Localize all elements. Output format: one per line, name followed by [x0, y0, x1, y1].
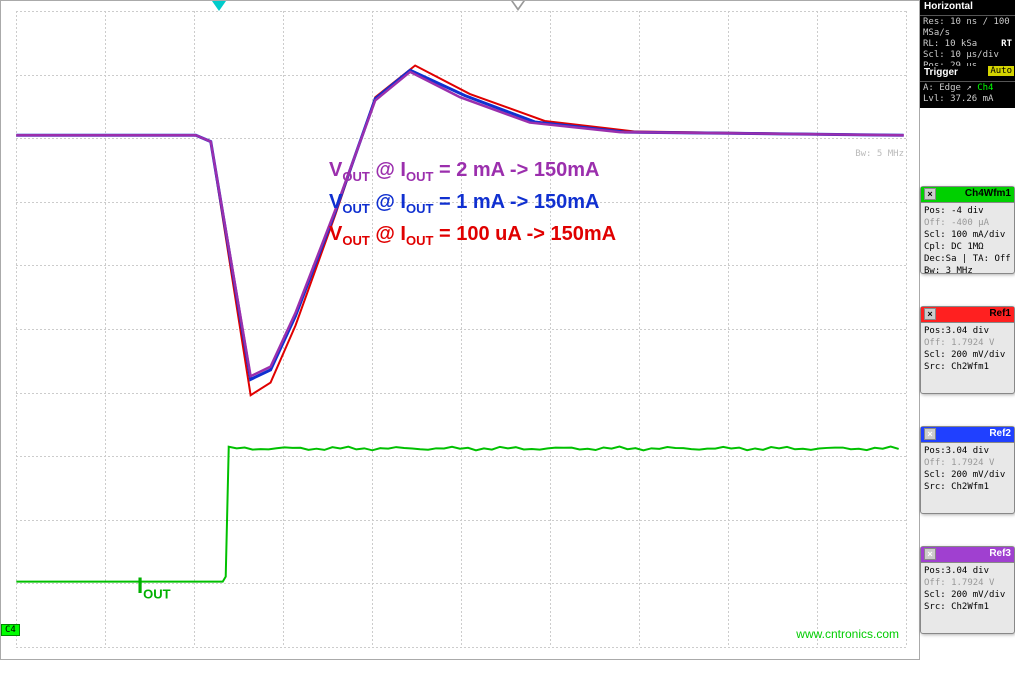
wfm-info-line: Off: 1.7924 V [924, 337, 1011, 349]
wfm-panel-body: Pos: -4 divOff: -400 µAScl: 100 mA/divCp… [921, 203, 1014, 279]
wfm-panel-title: Ch4Wfm1 [965, 188, 1011, 199]
trig-lvl: Lvl: 37.26 mA [923, 94, 1012, 105]
close-icon[interactable]: × [924, 188, 936, 200]
wfm-panel-ch4wfm1[interactable]: × Ch4Wfm1 Pos: -4 divOff: -400 µAScl: 100 … [920, 186, 1015, 274]
horiz-rt: RT [1001, 39, 1012, 50]
trigger-marker [212, 1, 226, 11]
waveform-svg [1, 1, 919, 659]
trig-edge: A: Edge ↗ [923, 83, 972, 93]
wfm-info-line: Cpl: DC 1MΩ [924, 241, 1011, 253]
wfm-panel-title: Ref2 [989, 428, 1011, 439]
wfm-panel-header[interactable]: × Ch4Wfm1 [921, 187, 1014, 203]
wfm-info-line: Scl: 100 mA/div [924, 229, 1011, 241]
waveform-iout [16, 447, 898, 582]
wfm-panel-title: Ref1 [989, 308, 1011, 319]
horiz-rl-line: RL: 10 kSa RT [923, 39, 1012, 50]
wfm-info-line: Src: Ch2Wfm1 [924, 601, 1011, 613]
wfm-panel-title: Ref3 [989, 548, 1011, 559]
wfm-info-line: Scl: 200 mV/div [924, 469, 1011, 481]
wfm-info-line: Pos:3.04 div [924, 565, 1011, 577]
vout-annotation: VOUT @ IOUT = 1 mA -> 150mA [329, 191, 599, 216]
oscilloscope-display: C4 Bw: 5 MHz VOUT @ IOUT = 2 mA -> 150mA… [0, 0, 920, 660]
wfm-panel-header[interactable]: × Ref2 [921, 427, 1014, 443]
wfm-panel-body: Pos:3.04 divOff: 1.7924 VScl: 200 mV/div… [921, 323, 1014, 375]
side-panel: Horizontal Res: 10 ns / 100 MSa/s RL: 10… [920, 0, 1015, 677]
wfm-info-line: Off: -400 µA [924, 217, 1011, 229]
wfm-info-line: Src: Ch2Wfm1 [924, 361, 1011, 373]
wfm-panel-body: Pos:3.04 divOff: 1.7924 VScl: 200 mV/div… [921, 563, 1014, 615]
horizontal-info: Res: 10 ns / 100 MSa/s RL: 10 kSa RT Scl… [920, 16, 1015, 66]
watermark: www.cntronics.com [796, 627, 899, 641]
wfm-info-line: Scl: 200 mV/div [924, 589, 1011, 601]
bw-note: Bw: 5 MHz [855, 149, 904, 159]
wfm-info-line: Scl: 200 mV/div [924, 349, 1011, 361]
horiz-res: Res: 10 ns / 100 MSa/s [923, 17, 1012, 39]
close-icon[interactable]: × [924, 308, 936, 320]
close-icon[interactable]: × [924, 428, 936, 440]
wfm-info-line: Src: Ch2Wfm1 [924, 481, 1011, 493]
wfm-info-line: Pos: -4 div [924, 205, 1011, 217]
trigger-info: A: Edge ↗ Ch4 Lvl: 37.26 mA [920, 82, 1015, 108]
wfm-info-line: Pos:3.04 div [924, 445, 1011, 457]
wfm-panel-ref3[interactable]: × Ref3 Pos:3.04 divOff: 1.7924 VScl: 200 m… [920, 546, 1015, 634]
trigger-marker [511, 1, 525, 11]
wfm-panel-header[interactable]: × Ref3 [921, 547, 1014, 563]
vout-annotation: VOUT @ IOUT = 2 mA -> 150mA [329, 159, 599, 184]
trig-edge-line: A: Edge ↗ Ch4 [923, 83, 1012, 94]
iout-label: IOUT [137, 573, 171, 601]
wfm-info-line: Pos:3.04 div [924, 325, 1011, 337]
wfm-panel-ref2[interactable]: × Ref2 Pos:3.04 divOff: 1.7924 VScl: 200 m… [920, 426, 1015, 514]
wfm-info-line: Dec:Sa | TA: Off [924, 253, 1011, 265]
horiz-scl: Scl: 10 µs/div [923, 50, 1012, 61]
horiz-rl: RL: 10 kSa [923, 39, 977, 49]
horizontal-header: Horizontal [920, 0, 1015, 16]
vout-annotation: VOUT @ IOUT = 100 uA -> 150mA [329, 223, 616, 248]
wfm-panel-header[interactable]: × Ref1 [921, 307, 1014, 323]
wfm-panel-body: Pos:3.04 divOff: 1.7924 VScl: 200 mV/div… [921, 443, 1014, 495]
wfm-info-line: Off: 1.7924 V [924, 457, 1011, 469]
wfm-info-line: Bw: 3 MHz [924, 265, 1011, 277]
wfm-info-line: Off: 1.7924 V [924, 577, 1011, 589]
ch4-badge: C4 [1, 624, 20, 636]
trig-ch: Ch4 [977, 83, 993, 93]
wfm-panel-ref1[interactable]: × Ref1 Pos:3.04 divOff: 1.7924 VScl: 200 m… [920, 306, 1015, 394]
close-icon[interactable]: × [924, 548, 936, 560]
trigger-mode-badge: Auto [988, 66, 1014, 76]
